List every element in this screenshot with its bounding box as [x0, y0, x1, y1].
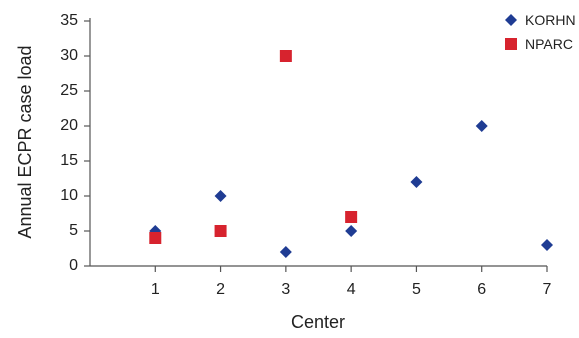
- data-point-nparc: [149, 232, 162, 244]
- legend-item-nparc: NPARC: [505, 36, 573, 52]
- axes: 0 5 10 15 20 25 30 35 1 2 3 4 5 6 7: [60, 12, 551, 298]
- legend-marker-korhn: [505, 14, 517, 26]
- data-point-korhn: [410, 176, 423, 188]
- legend-label-korhn: KORHN: [525, 12, 576, 28]
- plot-points: [149, 50, 553, 258]
- y-tick-label: 30: [60, 47, 78, 64]
- x-tick-label: 1: [151, 281, 160, 298]
- data-point-korhn: [345, 225, 358, 237]
- legend: KORHN NPARC: [505, 12, 576, 52]
- y-tick-label: 10: [60, 187, 78, 204]
- x-ticks: 1 2 3 4 5 6 7: [151, 266, 552, 298]
- legend-marker-nparc: [505, 38, 517, 50]
- x-axis-title: Center: [291, 312, 345, 332]
- x-tick-label: 6: [477, 281, 486, 298]
- data-point-nparc: [279, 50, 292, 62]
- y-tick-label: 25: [60, 82, 78, 99]
- x-tick-label: 4: [347, 281, 356, 298]
- data-point-korhn: [475, 120, 488, 132]
- y-tick-label: 35: [60, 12, 78, 29]
- x-tick-label: 3: [281, 281, 290, 298]
- x-tick-label: 2: [216, 281, 225, 298]
- data-point-korhn: [541, 239, 553, 251]
- y-axis-title: Annual ECPR case load: [15, 45, 35, 238]
- data-point-nparc: [345, 211, 358, 223]
- data-point-korhn: [279, 246, 292, 258]
- data-point-korhn: [214, 190, 227, 202]
- legend-item-korhn: KORHN: [505, 12, 576, 28]
- y-ticks: 0 5 10 15 20 25 30 35: [60, 12, 90, 274]
- y-tick-label: 20: [60, 117, 78, 134]
- y-tick-label: 0: [69, 257, 78, 274]
- data-point-nparc: [214, 225, 227, 237]
- x-tick-label: 7: [543, 281, 552, 298]
- legend-label-nparc: NPARC: [525, 36, 573, 52]
- y-tick-label: 5: [69, 222, 78, 239]
- x-tick-label: 5: [412, 281, 421, 298]
- y-tick-label: 15: [60, 152, 78, 169]
